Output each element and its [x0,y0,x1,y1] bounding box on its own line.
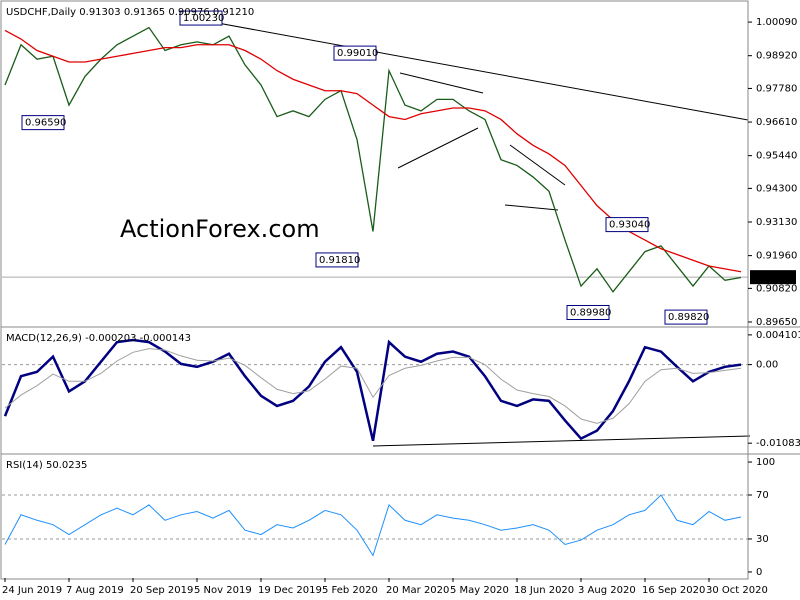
annotation-label: 0.89980 [570,307,611,318]
annotation-label: 0.91810 [319,255,360,266]
annotation-box [315,252,359,268]
annotation-box [179,10,223,26]
x-tick-label: 5 Feb 2020 [322,585,378,596]
trend-line [504,204,559,211]
trend-line [399,72,484,94]
y-tick-label: 0.00 [756,360,778,371]
x-tick-label: 24 Jun 2019 [2,585,62,596]
panel-title: MACD(12,26,9) -0.000203 -0.000143 [6,333,191,344]
x-tick-label: 20 Sep 2019 [130,585,193,596]
series-line [4,494,742,557]
y-tick-label: 100 [756,457,775,468]
y-tick-label: -0.010833 [756,438,800,449]
annotation-box [664,309,708,325]
x-tick-label: 5 May 2020 [450,585,509,596]
y-tick-label: 0.94300 [756,183,797,194]
panel-title: USDCHF,Daily 0.91303 0.91365 0.90976 0.9… [6,7,254,18]
y-tick-label: 0.93130 [756,217,797,228]
series-line [3,338,742,442]
annotation-label: 0.99010 [337,48,378,59]
trend-line [184,16,749,121]
trend-lines [184,16,751,447]
annotation-box [21,115,65,131]
series-line [4,348,742,424]
x-tick-label: 19 Dec 2019 [258,585,322,596]
annotation-box [566,304,610,320]
x-tick-label: 20 Mar 2020 [386,585,449,596]
annotation-box [605,217,649,233]
y-tick-label: 0.96610 [756,117,797,128]
x-tick-label: 16 Sep 2020 [642,585,705,596]
y-tick-label: 0.98920 [756,51,797,62]
x-tick-label: 5 Nov 2019 [194,585,252,596]
x-tick-label: 3 Aug 2020 [578,585,636,596]
y-tick-label: 0.004101 [756,330,800,341]
y-tick-label: 0.91960 [756,251,797,262]
x-tick-label: 18 Jun 2020 [514,585,574,596]
series-line [4,26,742,293]
last-price-box [750,270,796,285]
trend-line [509,144,566,186]
watermark: ActionForex.com [120,215,320,243]
y-tick-label: 0.89650 [756,317,797,328]
y-tick-label: 0.90820 [756,283,797,294]
x-tick-label: 7 Aug 2019 [66,585,124,596]
last-price-label: 0.91210 [754,272,795,283]
y-tick-label: 0.95440 [756,151,797,162]
plot-frame [0,0,749,580]
x-tick-label: 30 Oct 2020 [706,585,768,596]
annotation-label: 0.96590 [25,118,66,129]
panel-title: RSI(14) 50.0235 [6,460,87,471]
y-tick-label: 30 [756,534,769,545]
y-tick-label: 70 [756,490,769,501]
annotation-box [333,45,377,61]
annotation-label: 1.00230 [183,13,224,24]
y-tick-label: 0.97780 [756,83,797,94]
y-tick-label: 0 [756,567,762,578]
y-tick-label: 1.00090 [756,17,797,28]
annotation-label: 0.93040 [609,220,650,231]
annotation-label: 0.89820 [668,312,709,323]
trend-line [397,127,479,169]
trend-line [372,435,751,447]
